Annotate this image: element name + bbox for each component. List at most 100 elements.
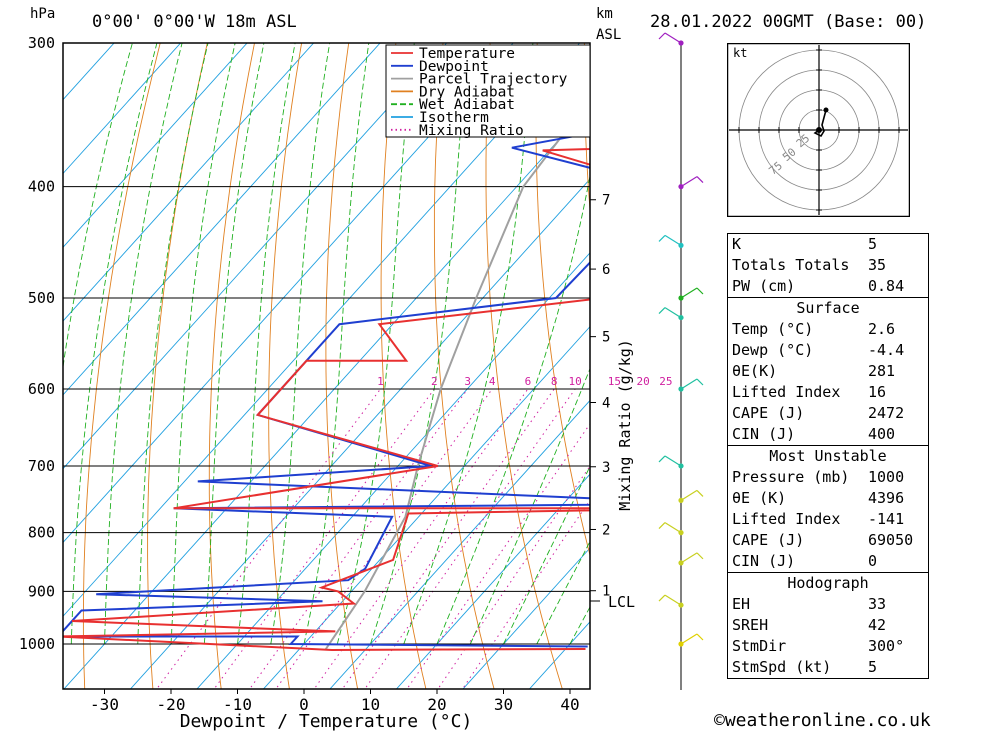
mixing-ratio-tick-label: 15 xyxy=(608,375,621,388)
index-value: 281 xyxy=(868,362,896,380)
km-tick-label: 5 xyxy=(602,330,610,346)
index-value: 0 xyxy=(868,552,878,570)
index-label: CIN (J) xyxy=(732,425,796,443)
legend-entry: Dry Adiabat xyxy=(419,84,515,100)
dry-adiabat-line xyxy=(485,43,563,689)
km-tick-label: 7 xyxy=(602,193,610,209)
mixing-ratio-tick-label: 1 xyxy=(377,375,384,388)
index-value: -141 xyxy=(868,510,905,528)
index-label: StmSpd (kt) xyxy=(732,658,832,676)
index-label: SREH xyxy=(732,616,769,634)
temp-tick-label: -10 xyxy=(223,695,252,714)
km-tick-label: 3 xyxy=(602,460,610,476)
index-label: CAPE (J) xyxy=(732,531,805,549)
index-label: PW (cm) xyxy=(732,277,796,295)
index-label: CAPE (J) xyxy=(732,404,805,422)
asl-unit-label: ASL xyxy=(596,27,622,43)
wind-barb xyxy=(664,455,682,467)
wind-barb-feather xyxy=(658,234,666,242)
wind-barb xyxy=(664,594,682,606)
mixing-ratio-tick-label: 3 xyxy=(464,375,471,388)
lcl-label: LCL xyxy=(608,593,635,611)
temp-tick-label: 40 xyxy=(560,695,579,714)
hodograph-ring-label: 50 xyxy=(780,145,799,163)
dry-adiabat-line xyxy=(535,43,590,557)
wet-adiabat-line xyxy=(237,43,296,645)
index-label: Pressure (mb) xyxy=(732,468,850,486)
dry-adiabat-line xyxy=(380,43,427,689)
wind-barb-feather xyxy=(696,287,704,295)
wind-barb-feather xyxy=(696,176,704,184)
pressure-tick-label: 300 xyxy=(28,34,55,52)
dry-adiabat-line xyxy=(325,43,359,689)
index-row: Totals Totals 35 xyxy=(728,255,928,276)
index-row: Temp (°C) 2.6 xyxy=(728,319,928,340)
hodograph-point xyxy=(823,107,829,113)
pressure-tick-label: 700 xyxy=(28,457,55,475)
mixing-ratio-tick-label: 8 xyxy=(551,375,558,388)
wet-adiabat-line xyxy=(70,43,158,645)
index-label: Dewp (°C) xyxy=(732,341,814,359)
index-value: 35 xyxy=(868,256,887,274)
isotherm-line xyxy=(129,178,590,689)
index-label: θE (K) xyxy=(732,489,787,507)
isotherm-line xyxy=(329,399,590,689)
index-value: 5 xyxy=(868,658,878,676)
wind-barb xyxy=(664,522,682,534)
index-value: 4396 xyxy=(868,489,905,507)
legend-entry: Temperature xyxy=(419,46,515,62)
dry-adiabat-line xyxy=(82,43,161,689)
pressure-tick-label: 800 xyxy=(28,524,55,542)
pressure-tick-label: 900 xyxy=(28,582,55,600)
legend-entry: Wet Adiabat xyxy=(419,97,515,113)
isotherm-line xyxy=(63,43,315,322)
temp-tick-label: 30 xyxy=(494,695,513,714)
surface-section-title: Surface xyxy=(728,297,928,319)
wind-barb-feather xyxy=(696,489,704,497)
dry-adiabat-line xyxy=(433,43,495,689)
legend-entry: Isotherm xyxy=(419,110,489,126)
index-value: -4.4 xyxy=(868,341,905,359)
index-row: StmSpd (kt) 5 xyxy=(728,657,928,678)
index-label: EH xyxy=(732,595,751,613)
wind-barb-feather xyxy=(658,32,666,40)
wind-profile xyxy=(658,32,704,690)
wet-adiabat-line xyxy=(469,367,590,645)
legend-entry: Dewpoint xyxy=(419,59,489,75)
index-row: Dewp (°C) -4.4 xyxy=(728,340,928,361)
index-row: EH 33 xyxy=(728,594,928,615)
parcel-trajectory-line xyxy=(324,97,590,651)
index-value: 1000 xyxy=(868,468,905,486)
index-value: 33 xyxy=(868,595,887,613)
index-row: Lifted Index 16 xyxy=(728,382,928,403)
wind-barb xyxy=(664,32,682,44)
x-axis-label: Dewpoint / Temperature (°C) xyxy=(180,711,473,732)
index-row: CIN (J) 400 xyxy=(728,424,928,445)
wind-barb xyxy=(680,176,698,188)
isotherm-line xyxy=(63,43,182,175)
mixing-ratio-tick-label: 2 xyxy=(431,375,438,388)
pressure-tick-label: 1000 xyxy=(19,635,55,653)
wind-barb-feather xyxy=(658,522,666,530)
index-row: SREH 42 xyxy=(728,615,928,636)
wind-barb-feather xyxy=(658,307,666,314)
mixing-ratio-line xyxy=(156,388,381,689)
index-row: CIN (J) 0 xyxy=(728,551,928,572)
index-row: PW (cm) 0.84 xyxy=(728,276,928,297)
index-value: 16 xyxy=(868,383,887,401)
mixing-ratio-line xyxy=(313,388,529,689)
axes: 300 400 500 600 700 800 900 1000 -30 -20 -10 0 10 20 3… xyxy=(19,34,635,732)
index-label: Temp (°C) xyxy=(732,320,814,338)
temp-tick-label: -30 xyxy=(90,695,119,714)
wind-barb xyxy=(680,378,698,390)
index-value: 42 xyxy=(868,616,887,634)
index-label: Lifted Index xyxy=(732,383,841,401)
index-row: θE(K) 281 xyxy=(728,361,928,382)
km-tick-label: 1 xyxy=(602,584,610,600)
isotherm-line xyxy=(63,43,381,396)
dry-adiabat-line xyxy=(147,43,208,689)
mixing-ratio-tick-label: 6 xyxy=(525,375,532,388)
most-unstable-section-title: Most Unstable xyxy=(728,445,928,467)
